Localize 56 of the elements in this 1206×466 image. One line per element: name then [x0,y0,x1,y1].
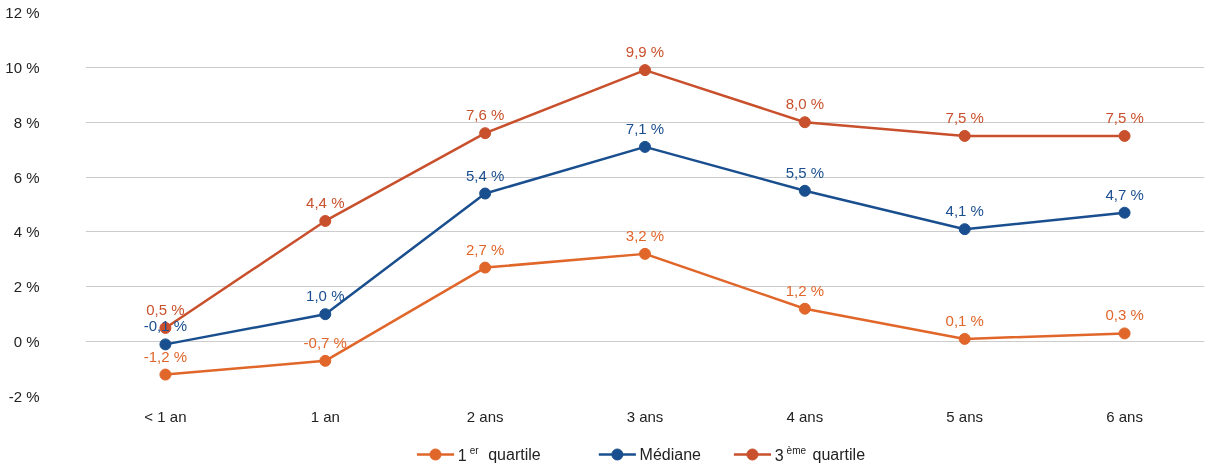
data-label: -1,2 % [143,347,188,365]
data-label: 7,5 % [945,108,984,126]
data-label: 4,7 % [1105,185,1144,203]
y-tick-label: 12 % [5,4,40,21]
point [479,261,492,274]
point [479,127,492,140]
x-tick-label: 1 an [310,407,340,425]
y-tick-label: 0 % [13,333,40,351]
point [958,332,971,345]
x-tick-label: 4 ans [786,407,824,425]
data-label: 5,5 % [785,163,825,181]
x-tick-label: 3 ans [626,407,664,425]
data-label: 2,7 % [465,240,505,258]
point [639,64,651,77]
y-tick-label: 8 % [13,113,40,131]
point [159,338,172,351]
point [1118,327,1131,340]
point [958,129,971,142]
data-label: 9,9 % [625,43,665,61]
x-tick-label: 5 ans [946,407,984,425]
data-label: 1,2 % [785,281,825,299]
point [1118,206,1131,219]
point [958,223,971,236]
x-tick-label: 2 ans [466,407,504,425]
point [639,247,651,260]
point [1118,129,1131,142]
data-label: 7,1 % [625,119,665,137]
data-label: 7,6 % [465,106,505,124]
data-label: 0,1 % [945,311,984,329]
legend-label: Médiane [639,446,702,463]
data-label: 5,4 % [465,166,505,184]
point [479,187,492,200]
y-tick-label: 6 % [13,168,40,186]
point [159,368,172,381]
data-label: 0,5 % [146,300,185,318]
point [798,184,811,197]
point [798,302,811,315]
x-tick-label: 6 ans [1106,407,1143,425]
y-tick-label: 2 % [13,278,40,296]
point [798,116,811,129]
data-label: 1,0 % [306,287,345,305]
data-label: -0,7 % [303,333,347,351]
y-tick-label: -2 % [8,388,40,405]
data-label: 4,4 % [306,193,345,211]
data-label: 3,2 % [625,226,665,244]
data-label: 7,5 % [1105,108,1144,126]
x-tick-label: < 1 an [144,407,187,425]
point [319,214,332,227]
data-label: 0,3 % [1105,306,1144,324]
data-label: 4,1 % [945,202,984,220]
point [319,308,332,321]
point [639,140,651,153]
point [319,354,332,367]
y-tick-label: 10 % [5,58,40,76]
data-label: 8,0 % [785,95,825,113]
y-tick-label: 4 % [13,223,40,241]
